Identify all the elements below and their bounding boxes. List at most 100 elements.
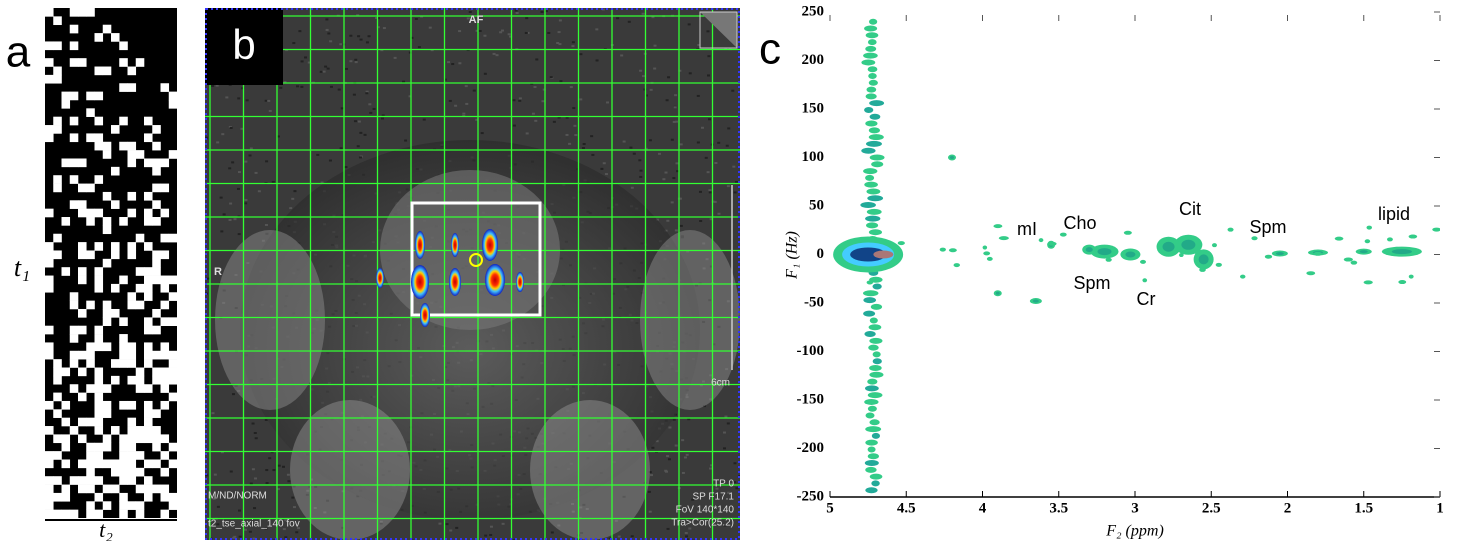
- sample-cell: [152, 351, 161, 360]
- peak-contour: [1228, 228, 1234, 232]
- peak-contour: [871, 161, 883, 167]
- noise: [699, 191, 702, 193]
- noise: [732, 166, 735, 168]
- overlay-text: t2_tse_axial_140 fov: [208, 519, 300, 530]
- noise: [365, 92, 368, 94]
- sample-cell: [103, 409, 112, 418]
- sample-cell: [169, 443, 178, 452]
- sample-cell: [45, 426, 54, 435]
- sample-cell: [144, 476, 153, 485]
- sample-cell: [144, 192, 153, 201]
- noise: [740, 467, 743, 469]
- peak-contour: [983, 246, 988, 250]
- noise: [499, 31, 502, 33]
- sample-cell: [152, 200, 161, 209]
- sample-cell: [152, 309, 161, 318]
- noise: [734, 462, 737, 464]
- noise: [458, 62, 461, 64]
- sample-cell: [95, 409, 104, 418]
- sampling-matrix: [45, 8, 177, 520]
- sample-cell: [136, 267, 145, 276]
- noise: [228, 167, 231, 169]
- noise: [639, 176, 642, 178]
- overlay-text: 6cm: [711, 378, 730, 389]
- sample-cell: [62, 158, 71, 167]
- noise: [229, 203, 232, 205]
- noise: [573, 125, 576, 127]
- peak-contour: [868, 392, 883, 398]
- noise: [295, 531, 298, 533]
- peak-contour: [869, 100, 884, 106]
- noise: [454, 105, 457, 107]
- sample-cell: [152, 276, 161, 285]
- noise: [353, 94, 356, 96]
- noise: [553, 121, 556, 123]
- peak-contour: [1193, 250, 1201, 254]
- peak-contour: [1432, 228, 1441, 232]
- peak-contour: [983, 251, 990, 255]
- noise: [658, 153, 661, 155]
- sample-cell: [144, 317, 153, 326]
- noise: [639, 70, 642, 72]
- panel-label: a: [6, 28, 31, 77]
- noise: [714, 162, 717, 164]
- noise: [366, 41, 369, 43]
- sample-cell: [144, 242, 153, 251]
- noise: [255, 437, 258, 439]
- noise: [579, 98, 582, 100]
- noise: [662, 178, 665, 180]
- sample-cell: [152, 167, 161, 176]
- sample-cell: [45, 75, 54, 84]
- sample-cell: [78, 309, 87, 318]
- peak-contour: [865, 216, 880, 222]
- noise: [616, 17, 619, 19]
- peak-contour: [868, 73, 877, 79]
- sample-cell: [144, 276, 153, 285]
- peak-contour: [869, 134, 884, 140]
- noise: [566, 134, 569, 136]
- noise: [638, 159, 641, 161]
- peak-contour: [1142, 278, 1147, 282]
- noise: [568, 143, 571, 145]
- noise: [684, 456, 687, 458]
- noise: [423, 119, 426, 121]
- sample-cell: [144, 209, 153, 218]
- sample-cell: [78, 418, 87, 427]
- sample-cell: [128, 192, 137, 201]
- noise: [330, 86, 333, 88]
- sample-cell: [103, 142, 112, 151]
- sample-cell: [86, 384, 95, 393]
- peak-contour: [869, 229, 882, 235]
- noise: [329, 40, 332, 42]
- sample-cell: [119, 142, 128, 151]
- sample-cell: [78, 242, 87, 251]
- overlay-text: R: [214, 266, 222, 278]
- peak-contour: [868, 406, 877, 412]
- noise: [697, 95, 700, 97]
- sample-cell: [128, 359, 137, 368]
- peak-contour: [869, 127, 880, 133]
- sample-cell: [62, 217, 71, 226]
- peak-contour: [1060, 233, 1067, 237]
- sample-cell: [78, 485, 87, 494]
- sample-cell: [136, 468, 145, 477]
- sample-cell: [70, 292, 79, 301]
- sample-cell: [78, 200, 87, 209]
- noise: [455, 527, 458, 529]
- metabolite-map: [516, 272, 524, 292]
- sample-cell: [161, 376, 170, 385]
- noise: [532, 113, 535, 115]
- sample-cell: [119, 434, 128, 443]
- sample-cell: [45, 8, 54, 17]
- noise: [559, 19, 562, 21]
- peak-contour: [864, 399, 878, 405]
- sample-cell: [95, 459, 104, 468]
- overlay-text: AF: [469, 14, 484, 26]
- peak-contour: [1106, 258, 1112, 262]
- noise: [633, 153, 636, 155]
- noise: [438, 523, 441, 525]
- sample-cell: [128, 242, 137, 251]
- noise: [541, 100, 544, 102]
- peak-contour: [865, 487, 877, 493]
- sample-cell: [161, 493, 170, 502]
